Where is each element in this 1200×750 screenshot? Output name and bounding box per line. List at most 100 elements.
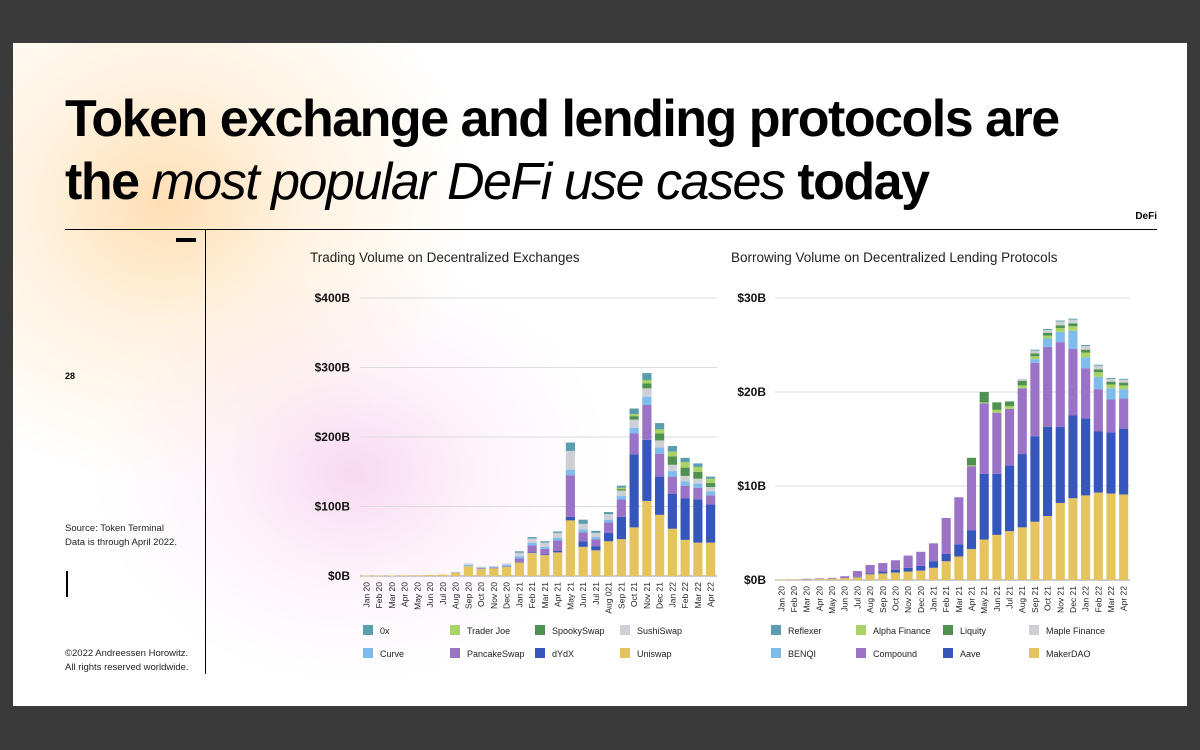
chart1-legend-label-sushiswap: SushiSwap <box>637 626 682 636</box>
chart2-x-tick-label: Feb 20 <box>789 586 799 613</box>
chart2-bar-liquity <box>1068 323 1078 327</box>
chart1-x-tick-label: Nov 21 <box>642 582 652 609</box>
chart2-x-tick-label: Jun 21 <box>992 586 1002 612</box>
chart2-x-tick-label: Jul 20 <box>852 586 862 609</box>
chart2-bar-maple-finance <box>1081 345 1091 350</box>
chart1-bar-0x <box>680 457 690 463</box>
chart2-x-tick-label: Dec 21 <box>1068 586 1078 613</box>
chart2-bar-makerdao <box>1017 527 1027 580</box>
chart2-bar-aave <box>954 544 964 557</box>
chart1-bar-uniswap <box>476 569 486 576</box>
chart1-bar-uniswap <box>463 566 473 576</box>
chart2-bar-compound <box>827 577 837 579</box>
chart2-x-tick-label: Jul 21 <box>1005 586 1015 609</box>
chart1-bar-pancakeswap <box>578 532 588 542</box>
chart1-bar-curve <box>693 483 703 488</box>
chart2-bar-aave <box>878 571 888 574</box>
chart1-bar-0x <box>578 519 588 524</box>
chart1-bar-spookyswap <box>616 489 626 491</box>
chart1-x-tick-label: Feb 22 <box>680 582 690 609</box>
chart1-bar-trader-joe <box>655 429 665 434</box>
chart2-bar-makerdao <box>1030 521 1040 580</box>
chart1-bar-0x <box>591 530 601 533</box>
chart2-bar-aave <box>1043 426 1053 517</box>
chart1-bar-pancakeswap <box>642 405 652 440</box>
chart1-bar-0x <box>655 423 665 430</box>
sidebar-divider <box>205 229 206 674</box>
chart1-bar-0x <box>604 512 614 515</box>
chart2-bar-alpha-finance <box>1119 385 1129 390</box>
chart1-bar-pancakeswap <box>591 539 601 547</box>
chart1-bar-curve <box>463 564 473 567</box>
chart2-bar-makerdao <box>916 570 926 580</box>
chart2-bar-benqi <box>1106 388 1116 400</box>
chart1-bar-uniswap <box>374 575 384 577</box>
section-tag: DeFi <box>1135 211 1157 222</box>
chart2-bar-benqi <box>1043 338 1053 347</box>
chart1-x-tick-label: Jan 20 <box>361 582 371 608</box>
chart2-x-tick-label: Nov 21 <box>1055 586 1065 613</box>
chart2-legend-label-maple-finance: Maple Finance <box>1046 626 1105 636</box>
chart2-bar-reflexer <box>1068 318 1078 320</box>
chart1-bar-pancakeswap <box>680 485 690 499</box>
chart2-bar-makerdao <box>1043 516 1053 580</box>
chart2-bar-liquity <box>1004 401 1015 407</box>
chart1-x-tick-label: Aug 021 <box>604 582 614 614</box>
chart1-bar-uniswap <box>642 500 652 576</box>
chart2-y-tick-label: $20B <box>737 385 766 399</box>
chart1-bar-curve <box>591 537 601 540</box>
chart2-bar-liquity <box>1093 369 1103 373</box>
chart1-y-tick-label: $400B <box>315 291 351 305</box>
chart1-bar-dydx <box>540 554 550 556</box>
chart1-bar-trader-joe <box>680 462 690 468</box>
chart1-bar-pancakeswap <box>514 558 524 562</box>
chart1-bar-spookyswap <box>667 456 677 465</box>
chart2-bar-alpha-finance <box>966 465 977 467</box>
chart1-bar-pancakeswap <box>693 487 703 500</box>
chart2-x-tick-label: Apr 20 <box>814 586 824 611</box>
chart1-bar-0x <box>527 537 537 539</box>
chart1-bar-curve <box>578 529 588 533</box>
chart2-bar-makerdao <box>1004 531 1015 580</box>
chart1-bar-uniswap <box>514 562 524 576</box>
chart2-bar-liquity <box>992 402 1002 410</box>
chart1-y-tick-label: $300B <box>315 361 351 375</box>
chart1-bar-0x <box>540 541 550 543</box>
chart1-bar-uniswap <box>578 546 588 576</box>
chart1-x-tick-label: Apr 20 <box>400 582 410 607</box>
chart1-bar-dydx <box>565 516 575 521</box>
chart2-bar-aave <box>852 576 862 578</box>
chart2-x-tick-label: Jan 21 <box>928 586 938 612</box>
chart1-bar-curve <box>642 396 652 406</box>
chart1-legend-swatch-trader-joe <box>450 625 460 635</box>
chart2-x-tick-label: May 21 <box>979 586 989 614</box>
chart2-x-tick-label: May 20 <box>827 586 837 614</box>
chart2-bar-makerdao <box>814 578 824 580</box>
chart1-bar-dydx <box>591 546 601 551</box>
chart2-bar-aave <box>1081 418 1091 496</box>
chart2-bar-reflexer <box>1030 349 1040 351</box>
chart1-bar-uniswap <box>591 550 601 576</box>
chart2-bar-makerdao <box>954 556 964 580</box>
chart2-bar-compound <box>1081 368 1091 419</box>
chart1-bar-spookyswap <box>642 383 652 389</box>
chart2-bar-compound <box>903 555 913 568</box>
chart1-bar-uniswap <box>425 574 435 576</box>
sidebar-dash-mark <box>176 238 196 242</box>
chart2-x-tick-label: Oct 20 <box>890 586 900 611</box>
chart1-x-tick-label: Nov 20 <box>489 582 499 609</box>
chart1-bar-0x <box>553 531 563 533</box>
chart2-bar-makerdao <box>827 578 837 580</box>
chart2-bar-makerdao <box>1093 492 1103 580</box>
chart2-bar-compound <box>865 564 875 574</box>
chart2-bar-liquity <box>1106 381 1116 385</box>
chart1-bar-uniswap <box>667 528 677 576</box>
chart1-bar-curve <box>616 496 626 500</box>
chart1-x-tick-label: Feb 20 <box>374 582 384 609</box>
chart2-y-tick-label: $0B <box>744 573 766 587</box>
chart2-y-tick-label: $30B <box>737 291 766 305</box>
chart1-bar-sushiswap <box>540 542 550 547</box>
chart1-bar-trader-joe <box>642 380 652 384</box>
chart2-legend-swatch-reflexer <box>771 625 781 635</box>
chart1-x-tick-label: Sep 21 <box>616 582 626 609</box>
